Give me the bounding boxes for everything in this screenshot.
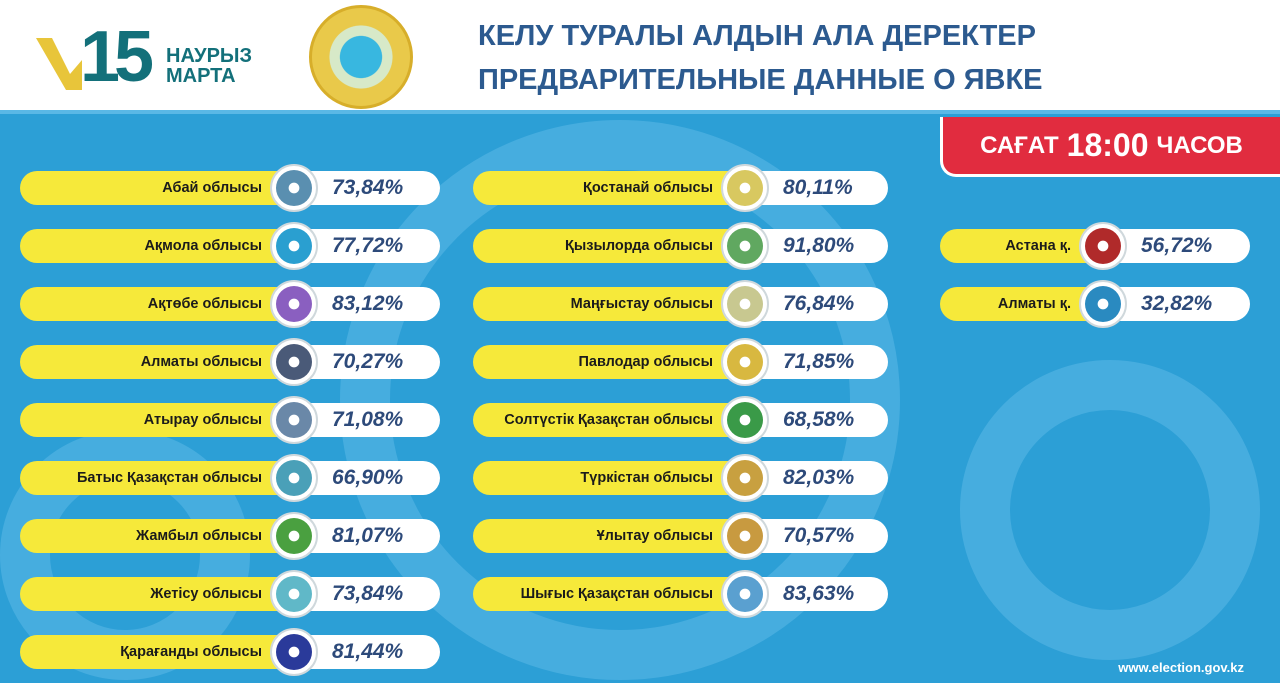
region-name: Қызылорда облысы bbox=[473, 229, 745, 263]
turnout-value: 81,44% bbox=[294, 635, 440, 669]
region-emblem-icon bbox=[721, 338, 769, 386]
website-url: www.election.gov.kz bbox=[1118, 660, 1244, 675]
time-prefix: САҒАТ bbox=[980, 131, 1059, 159]
region-name: Батыс Қазақстан облысы bbox=[20, 461, 294, 495]
region-row: Қызылорда облысы 91,80% bbox=[473, 222, 888, 270]
region-name: Маңғыстау облысы bbox=[473, 287, 745, 321]
region-emblem-icon bbox=[270, 164, 318, 212]
region-name: Қостанай облысы bbox=[473, 171, 745, 205]
region-name: Ұлытау облысы bbox=[473, 519, 745, 553]
region-row: Батыс Қазақстан облысы 66,90% bbox=[20, 454, 440, 502]
turnout-value: 80,11% bbox=[745, 171, 888, 205]
region-emblem-icon bbox=[721, 164, 769, 212]
time-badge: САҒАТ 18:00 ЧАСОВ bbox=[940, 117, 1280, 177]
region-row: Павлодар облысы 71,85% bbox=[473, 338, 888, 386]
region-emblem-icon bbox=[270, 222, 318, 270]
page-title: КЕЛУ ТУРАЛЫ АЛДЫН АЛА ДЕРЕКТЕР ПРЕДВАРИТ… bbox=[478, 14, 1043, 102]
turnout-value: 71,08% bbox=[294, 403, 440, 437]
region-row: Ақтөбе облысы 83,12% bbox=[20, 280, 440, 328]
region-row: Солтүстік Қазақстан облысы 68,58% bbox=[473, 396, 888, 444]
election-date-logo: 15 НАУРЫЗ МАРТА bbox=[36, 17, 266, 97]
time-value: 18:00 bbox=[1066, 127, 1149, 163]
region-row: Маңғыстау облысы 76,84% bbox=[473, 280, 888, 328]
turnout-value: 73,84% bbox=[294, 171, 440, 205]
region-name: Атырау облысы bbox=[20, 403, 294, 437]
region-emblem-icon bbox=[721, 280, 769, 328]
time-suffix: ЧАСОВ bbox=[1156, 131, 1243, 159]
region-emblem-icon bbox=[270, 280, 318, 328]
background-ornament bbox=[960, 360, 1260, 660]
region-row: Ұлытау облысы 70,57% bbox=[473, 512, 888, 560]
title-ru: ПРЕДВАРИТЕЛЬНЫЕ ДАННЫЕ О ЯВКЕ bbox=[478, 64, 1043, 96]
region-row: Алматы облысы 70,27% bbox=[20, 338, 440, 386]
turnout-value: 73,84% bbox=[294, 577, 440, 611]
region-row: Жетісу облысы 73,84% bbox=[20, 570, 440, 618]
region-name: Астана қ. bbox=[940, 229, 1103, 263]
region-emblem-icon bbox=[721, 570, 769, 618]
logo-text: НАУРЫЗ МАРТА bbox=[166, 46, 252, 86]
region-name: Жетісу облысы bbox=[20, 577, 294, 611]
region-emblem-icon bbox=[721, 222, 769, 270]
region-name: Шығыс Қазақстан облысы bbox=[473, 577, 745, 611]
turnout-value: 76,84% bbox=[745, 287, 888, 321]
turnout-value: 81,07% bbox=[294, 519, 440, 553]
region-emblem-icon bbox=[270, 628, 318, 676]
region-emblem-icon bbox=[270, 338, 318, 386]
region-name: Жамбыл облысы bbox=[20, 519, 294, 553]
title-kz: КЕЛУ ТУРАЛЫ АЛДЫН АЛА ДЕРЕКТЕР bbox=[478, 20, 1036, 52]
region-name: Ақтөбе облысы bbox=[20, 287, 294, 321]
logo-number: 15 bbox=[80, 17, 154, 97]
region-name: Солтүстік Қазақстан облысы bbox=[473, 403, 745, 437]
region-emblem-icon bbox=[1079, 280, 1127, 328]
turnout-value: 77,72% bbox=[294, 229, 440, 263]
region-name: Павлодар облысы bbox=[473, 345, 745, 379]
region-emblem-icon bbox=[1079, 222, 1127, 270]
logo-line-1: НАУРЫЗ bbox=[166, 45, 253, 67]
region-emblem-icon bbox=[270, 454, 318, 502]
turnout-value: 66,90% bbox=[294, 461, 440, 495]
logo-line-2: МАРТА bbox=[166, 65, 236, 87]
region-row: Алматы қ. 32,82% bbox=[940, 280, 1250, 328]
election-commission-seal bbox=[309, 5, 413, 109]
region-emblem-icon bbox=[270, 512, 318, 560]
turnout-value: 32,82% bbox=[1103, 287, 1250, 321]
turnout-value: 56,72% bbox=[1103, 229, 1250, 263]
region-name: Қарағанды облысы bbox=[20, 635, 294, 669]
region-name: Алматы облысы bbox=[20, 345, 294, 379]
region-row: Абай облысы 73,84% bbox=[20, 164, 440, 212]
region-emblem-icon bbox=[721, 454, 769, 502]
header: 15 НАУРЫЗ МАРТА КЕЛУ ТУРАЛЫ АЛДЫН АЛА ДЕР… bbox=[0, 0, 1280, 114]
region-emblem-icon bbox=[721, 396, 769, 444]
turnout-value: 83,12% bbox=[294, 287, 440, 321]
region-row: Атырау облысы 71,08% bbox=[20, 396, 440, 444]
region-emblem-icon bbox=[270, 396, 318, 444]
check-mark-icon bbox=[36, 38, 82, 90]
region-name: Ақмола облысы bbox=[20, 229, 294, 263]
region-row: Жамбыл облысы 81,07% bbox=[20, 512, 440, 560]
region-row: Астана қ. 56,72% bbox=[940, 222, 1250, 270]
region-name: Түркістан облысы bbox=[473, 461, 745, 495]
region-row: Түркістан облысы 82,03% bbox=[473, 454, 888, 502]
region-row: Қарағанды облысы 81,44% bbox=[20, 628, 440, 676]
region-emblem-icon bbox=[721, 512, 769, 560]
turnout-value: 70,27% bbox=[294, 345, 440, 379]
region-name: Абай облысы bbox=[20, 171, 294, 205]
region-row: Шығыс Қазақстан облысы 83,63% bbox=[473, 570, 888, 618]
region-row: Ақмола облысы 77,72% bbox=[20, 222, 440, 270]
region-name: Алматы қ. bbox=[940, 287, 1103, 321]
region-emblem-icon bbox=[270, 570, 318, 618]
region-row: Қостанай облысы 80,11% bbox=[473, 164, 888, 212]
